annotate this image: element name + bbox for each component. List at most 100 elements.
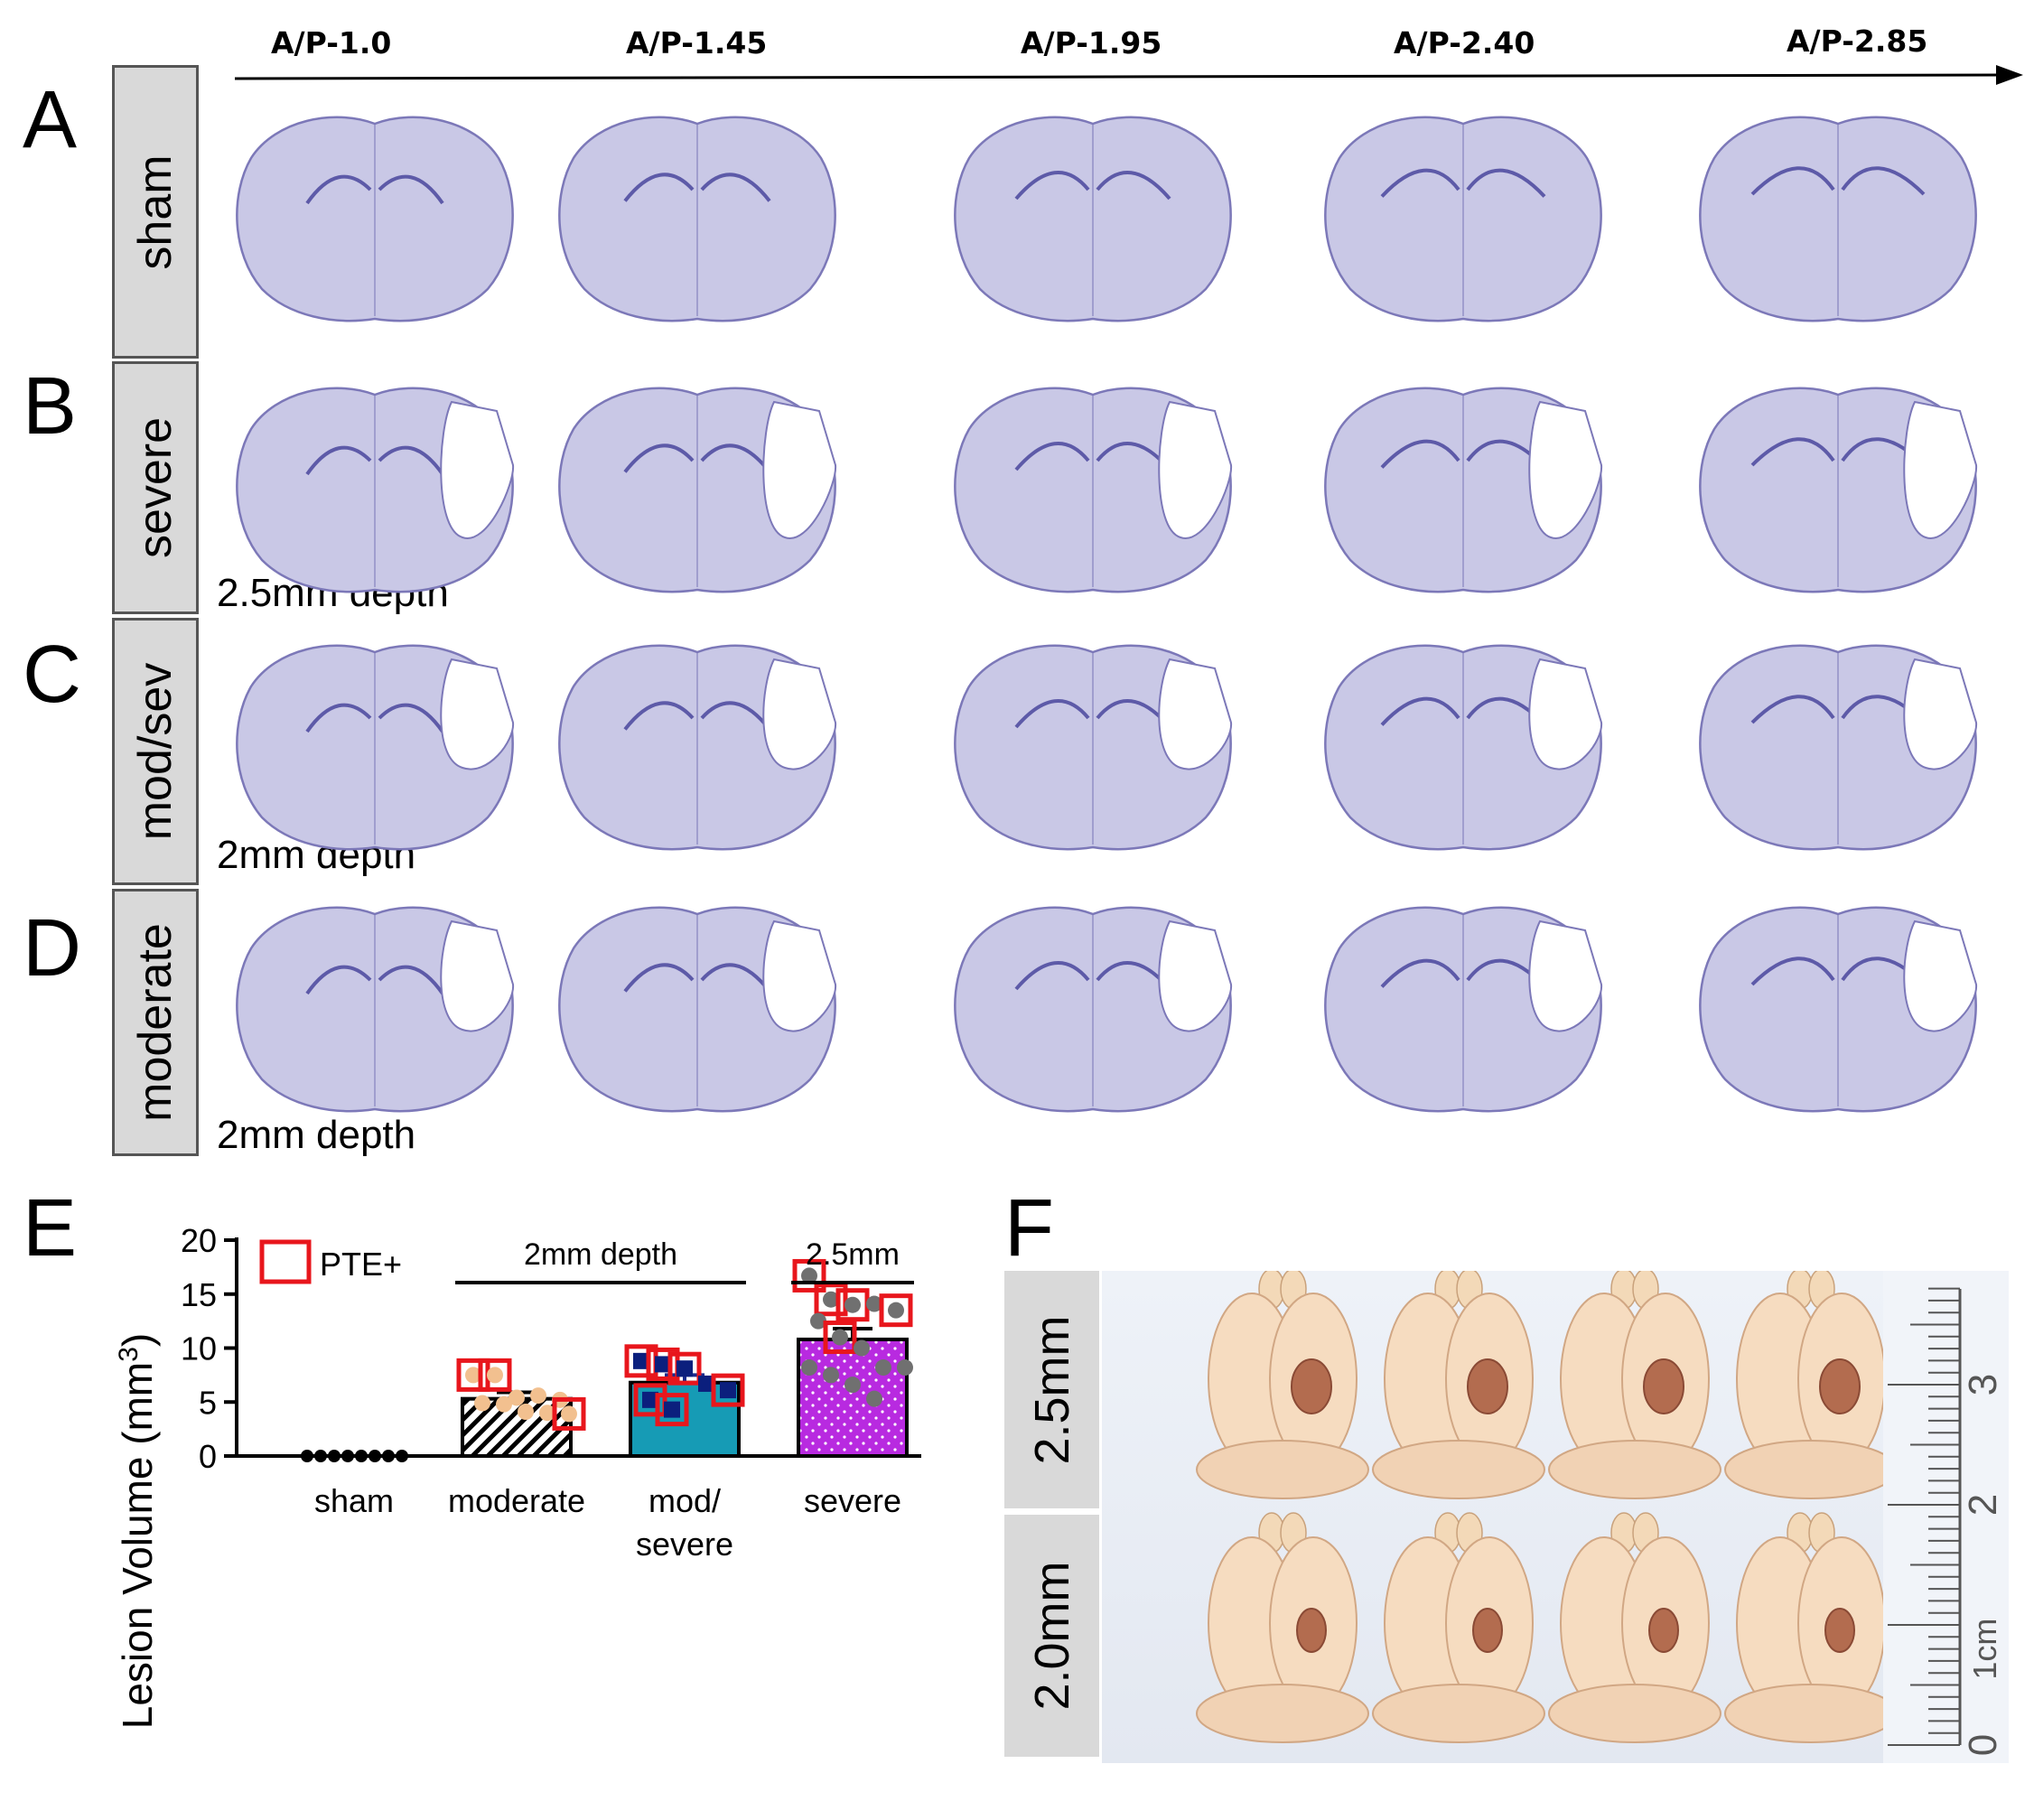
pte-marker [814,1283,848,1317]
slice-hippocampus [1750,166,1835,196]
y-tick-label: 15 [181,1276,217,1313]
x-tick-label: severe [804,1482,901,1519]
ruler-label: 0 [1961,1734,2005,1756]
data-point [355,1450,368,1462]
group-label-moderate: moderate [129,923,182,1122]
ap-label-1: A/P-1.0 [271,25,392,61]
slice-lesion [1158,919,1233,1032]
bar-3 [797,1337,909,1458]
ruler-label: 1cm [1966,1619,2003,1680]
photo-row-label-20: 2.0mm [1024,1561,1079,1711]
slice-lesion [762,658,837,770]
slice-hippocampus [1014,442,1090,471]
brain-slice [1324,387,1603,593]
depth-label-moderate: 2mm depth [217,1113,416,1157]
slice-lesion [440,919,515,1032]
data-point [328,1450,341,1462]
brain-slice [1699,116,1977,322]
brain-slice [236,644,515,851]
data-point [301,1450,313,1462]
data-point [474,1395,490,1412]
brain-specimen [1548,1271,1721,1499]
brain-slice [1699,644,1978,851]
craniotomy-lesion [1291,1358,1332,1414]
photo-row-box-20: 2.0mm [1004,1515,1099,1757]
x-tick-label: moderate [448,1482,585,1519]
panel-letter-b: B [23,361,78,452]
panel-letter-f: F [1004,1183,1054,1274]
x-tick-label: mod/ [648,1482,721,1519]
slice-hippocampus [623,443,695,473]
pte-marker [552,1396,586,1431]
ruler-label: 2 [1961,1494,2005,1516]
data-point [487,1367,503,1384]
panel-letter-a: A [23,75,78,165]
y-tick-label: 10 [181,1330,217,1367]
data-point [382,1450,395,1462]
brain-slice [558,644,837,851]
x-tick-label-2: severe [636,1526,733,1563]
ruler-label: 3 [1961,1374,2005,1395]
slice-hippocampus [1014,961,1090,991]
ap-label-5: A/P-2.85 [1787,23,1928,59]
craniotomy-lesion [1648,1608,1679,1653]
slice-lesion [440,400,515,539]
brain-slice [1324,116,1602,322]
legend-pte-label: PTE+ [320,1246,402,1283]
data-point [875,1359,891,1377]
photo-row-box-25: 2.5mm [1004,1271,1099,1508]
slice-lesion [1528,658,1603,770]
slice-lesion [1903,919,1978,1032]
brain-specimen [1724,1512,1898,1743]
brain-slice [954,906,1233,1113]
data-point [642,1391,658,1408]
slice-lesion [440,658,515,770]
data-point [810,1312,826,1330]
group-box-modsev: mod/sev [112,618,199,885]
brain-slice [1324,906,1603,1113]
brain-photo: 3 2 1cm 0 [1196,1271,2009,1763]
brain-slice [1699,906,1978,1113]
brain-photo-panel: 2.5mm 2.0mm 3 2 1cm 0 [1004,1271,2009,1763]
data-point [888,1302,904,1319]
slice-hippocampus [623,963,695,993]
lesion-volume-chart: Lesion Volume (mm3) 0 5 10 15 20 sham moderat… [114,1222,921,1729]
data-point [801,1267,817,1284]
ap-axis-arrow [234,65,2023,85]
data-point [633,1352,649,1369]
y-tick-label: 0 [199,1438,217,1475]
pte-marker [655,1393,689,1427]
brain-specimen [1196,1271,1369,1499]
slice-lesion [1528,919,1603,1032]
slice-lesion [1903,400,1978,539]
panel-letter-e: E [23,1183,78,1274]
data-point [561,1405,577,1423]
panel-letter-c: C [23,630,81,720]
brain-specimen [1196,1512,1369,1743]
y-tick-label: 20 [181,1222,217,1259]
slice-hippocampus [1750,695,1835,724]
brain-slice [954,116,1232,322]
slice-lesion [1528,400,1603,539]
ap-label-2: A/P-1.45 [626,25,768,61]
slice-hippocampus [305,703,372,733]
slice-lesion [1158,400,1233,539]
slice-hippocampus [1380,958,1460,988]
brain-slice [558,116,836,322]
brain-specimen [1372,1512,1545,1743]
ap-label-3: A/P-1.95 [1021,25,1162,61]
brain-slice [1699,387,1978,593]
brain-specimen [1372,1271,1545,1499]
slice-hippocampus [305,965,372,995]
slice-lesion [1903,658,1978,770]
data-point [655,1356,671,1373]
slice-hippocampus [623,701,695,731]
craniotomy-lesion [1467,1358,1508,1414]
legend-pte-box [259,1239,312,1284]
data-point [496,1395,512,1413]
data-point [801,1359,817,1377]
group-label-modsev: mod/sev [129,662,182,841]
data-point [823,1291,839,1308]
slice-hippocampus [1380,439,1460,469]
data-point [720,1382,736,1399]
